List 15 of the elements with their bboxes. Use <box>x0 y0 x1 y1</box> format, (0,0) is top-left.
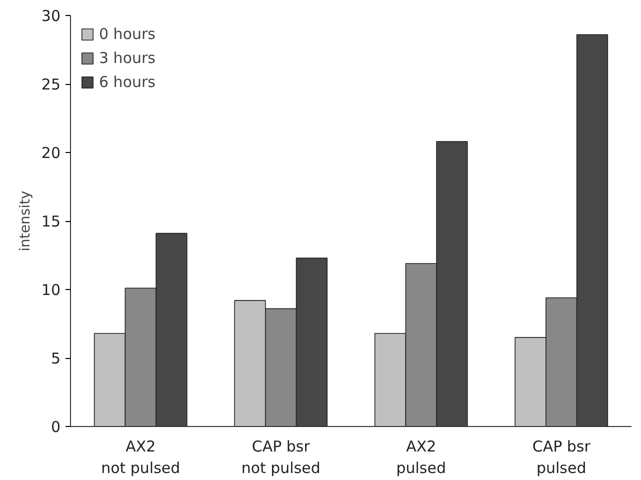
y-tick-label: 25 <box>41 76 61 94</box>
x-tick-label: AX2 not pulsed <box>101 438 180 478</box>
legend-label: 0 hours <box>99 25 156 43</box>
x-tick-label: AX2 pulsed <box>396 438 446 478</box>
x-tick-label: CAP bsr not pulsed <box>241 438 320 478</box>
y-tick-label: 5 <box>50 350 61 368</box>
y-axis-title: intensity <box>17 190 34 252</box>
y-tick-label: 15 <box>41 212 61 230</box>
legend-label: 6 hours <box>99 73 156 91</box>
y-tick-label: 20 <box>41 144 61 162</box>
y-tick-label: 10 <box>41 281 61 299</box>
x-tick-label: CAP bsr pulsed <box>532 438 592 478</box>
legend-label: 3 hours <box>99 49 156 67</box>
y-tick-label: 30 <box>41 7 61 25</box>
y-tick-label: 0 <box>50 418 61 436</box>
